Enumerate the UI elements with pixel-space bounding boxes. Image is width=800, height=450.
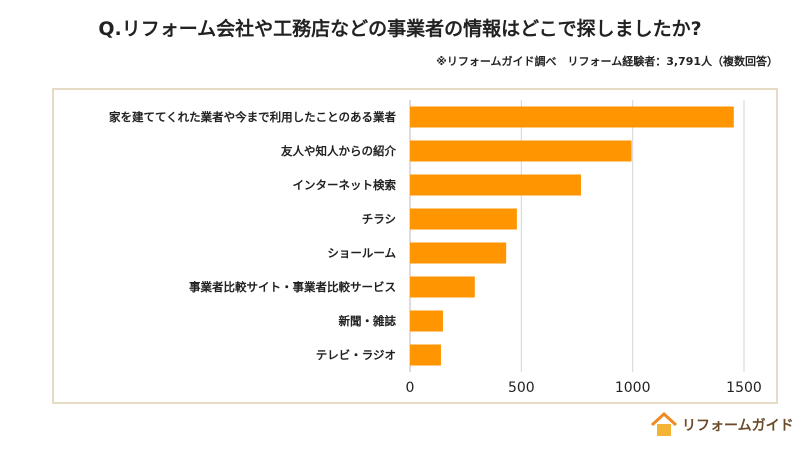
category-label: 友人や知人からの紹介 (281, 144, 396, 158)
chart-frame (52, 88, 778, 404)
bar (410, 174, 582, 196)
bar (410, 106, 734, 128)
bar (410, 242, 507, 264)
x-tick-label: 1500 (726, 380, 762, 396)
category-label: 家を建ててくれた業者や今まで利用したことのある業者 (109, 110, 397, 124)
x-tick-label: 500 (508, 380, 535, 396)
x-tick-label: 1000 (615, 380, 651, 396)
bar (410, 276, 475, 298)
house-icon (650, 412, 678, 436)
brand-logo: リフォームガイド (650, 412, 794, 438)
category-label: ショールーム (327, 246, 396, 260)
bar (410, 140, 632, 162)
x-tick-label: 0 (406, 380, 415, 396)
chart-subtitle: ※リフォームガイド調べ リフォーム経験者：3,791人（複数回答） (436, 55, 778, 68)
bar (410, 310, 443, 332)
category-label: 新聞・雑誌 (339, 314, 397, 328)
bar (410, 344, 441, 366)
category-label: テレビ・ラジオ (316, 348, 396, 362)
category-label: チラシ (362, 212, 396, 226)
category-label: インターネット検索 (293, 178, 397, 192)
brand-name: リフォームガイド (682, 418, 794, 434)
category-label: 事業者比較サイト・事業者比較サービス (189, 280, 396, 294)
bar (410, 208, 517, 230)
chart-title: Q.リフォーム会社や工務店などの事業者の情報はどこで探しましたか? (98, 18, 702, 40)
